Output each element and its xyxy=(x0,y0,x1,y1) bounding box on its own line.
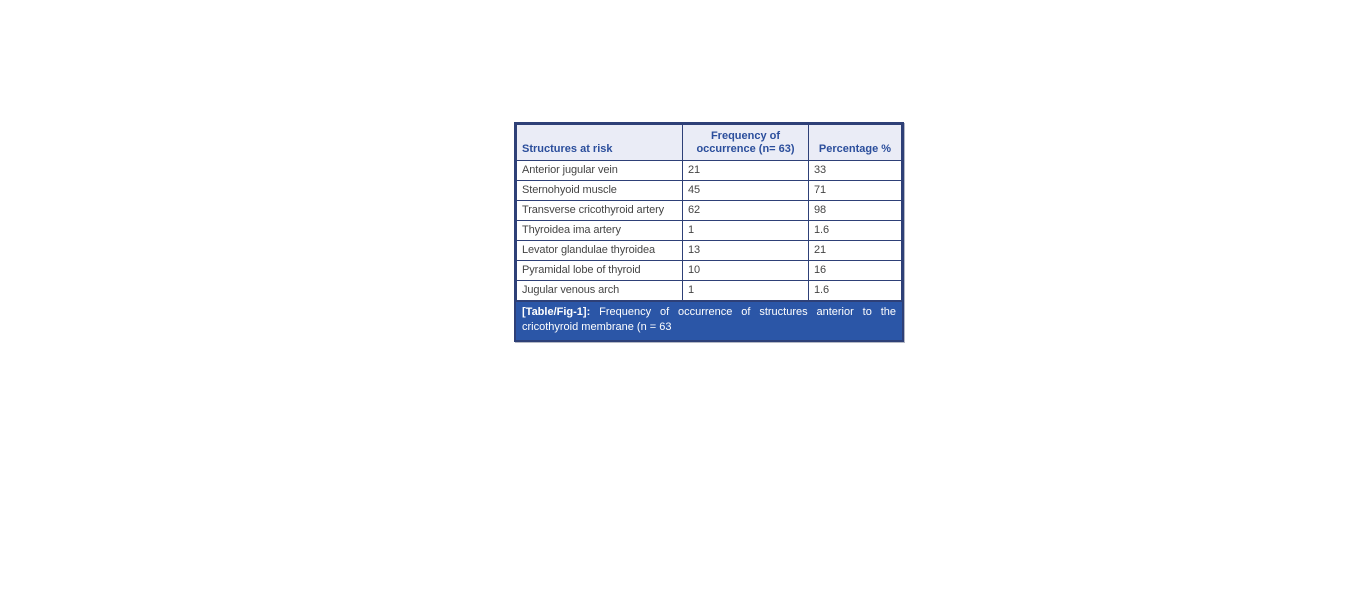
table-fig-1-container: Structures at risk Frequency of occurren… xyxy=(514,122,904,342)
table-body: Anterior jugular vein 21 33 Sternohyoid mus… xyxy=(516,160,902,301)
cell-frequency: 45 xyxy=(682,180,809,201)
table-header-row: Structures at risk Frequency of occurren… xyxy=(516,124,902,161)
table-row: Levator glandulae thyroidea 13 21 xyxy=(516,240,902,261)
cell-structure: Pyramidal lobe of thyroid xyxy=(516,260,683,281)
cell-percentage: 33 xyxy=(808,160,902,181)
cell-frequency: 13 xyxy=(682,240,809,261)
table-caption-text: Frequency of occurrence of structures an… xyxy=(522,306,896,333)
cell-frequency: 1 xyxy=(682,220,809,241)
cell-percentage: 16 xyxy=(808,260,902,281)
cell-frequency: 21 xyxy=(682,160,809,181)
header-cell-frequency-of-occurrence: Frequency of occurrence (n= 63) xyxy=(682,124,809,161)
cell-percentage: 1.6 xyxy=(808,220,902,241)
cell-structure: Transverse cricothyroid artery xyxy=(516,200,683,221)
cell-frequency: 62 xyxy=(682,200,809,221)
cell-structure: Sternohyoid muscle xyxy=(516,180,683,201)
cell-percentage: 1.6 xyxy=(808,280,902,301)
cell-structure: Thyroidea ima artery xyxy=(516,220,683,241)
cell-frequency: 10 xyxy=(682,260,809,281)
table-row: Anterior jugular vein 21 33 xyxy=(516,160,902,181)
cell-percentage: 21 xyxy=(808,240,902,261)
table-row: Jugular venous arch 1 1.6 xyxy=(516,280,902,301)
table-row: Pyramidal lobe of thyroid 10 16 xyxy=(516,260,902,281)
cell-percentage: 98 xyxy=(808,200,902,221)
table-row: Sternohyoid muscle 45 71 xyxy=(516,180,902,201)
table-caption-label: [Table/Fig-1]: xyxy=(522,306,591,318)
table-row: Transverse cricothyroid artery 62 98 xyxy=(516,200,902,221)
header-cell-structures-at-risk: Structures at risk xyxy=(516,124,683,161)
cell-structure: Jugular venous arch xyxy=(516,280,683,301)
structures-at-risk-table: Structures at risk Frequency of occurren… xyxy=(516,124,902,301)
cell-frequency: 1 xyxy=(682,280,809,301)
cell-structure: Anterior jugular vein xyxy=(516,160,683,181)
cell-structure: Levator glandulae thyroidea xyxy=(516,240,683,261)
table-caption-bar: [Table/Fig-1]: Frequency of occurrence o… xyxy=(516,301,902,340)
table-row: Thyroidea ima artery 1 1.6 xyxy=(516,220,902,241)
header-cell-percentage: Percentage % xyxy=(808,124,902,161)
table-header: Structures at risk Frequency of occurren… xyxy=(516,124,902,161)
cell-percentage: 71 xyxy=(808,180,902,201)
